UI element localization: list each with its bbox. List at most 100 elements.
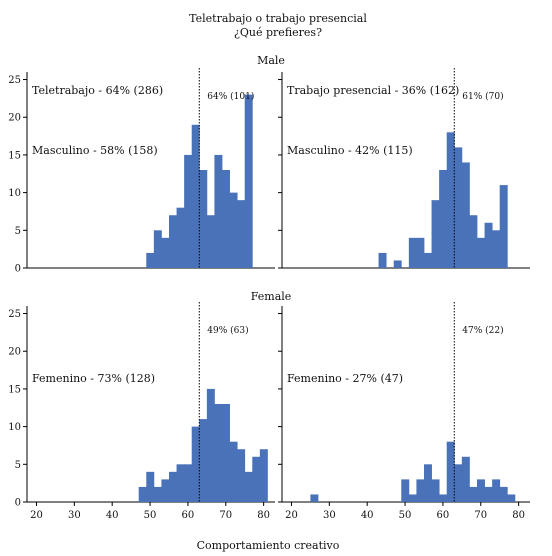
histogram-bar: [446, 132, 455, 268]
histogram-bar: [237, 449, 246, 502]
histogram-bar: [237, 200, 246, 268]
histogram-bar: [146, 471, 155, 502]
histogram-bar: [221, 404, 230, 502]
histogram-bar: [423, 464, 432, 502]
x-tick-label: 40: [361, 510, 374, 521]
subgroup-share-label: Femenino - 73% (128): [32, 372, 155, 385]
x-tick-label: 50: [399, 510, 412, 521]
histogram-panel-3: 20 30 40 50 60 70 80 47% (22) Femenino - 27% (47…: [278, 302, 530, 521]
histogram-bar: [378, 252, 387, 268]
histogram-bar: [439, 494, 448, 502]
histogram-bar: [423, 252, 432, 268]
histogram-bar: [492, 479, 501, 502]
histogram-bar: [229, 441, 238, 502]
histogram-bar: [408, 494, 417, 502]
x-axis-label: Comportamiento creativo: [197, 539, 340, 552]
histogram-bar: [214, 404, 223, 502]
histogram-bar: [221, 170, 230, 268]
histogram-bar: [191, 426, 200, 502]
y-tick-label: 15: [8, 150, 21, 161]
x-tick-label: 60: [182, 510, 195, 521]
histogram-bar: [176, 464, 185, 502]
histogram-bar: [310, 494, 319, 502]
subgroup-share-label: Femenino - 27% (47): [287, 372, 403, 385]
reference-line-label: 47% (22): [462, 325, 503, 336]
histogram-bar: [146, 252, 155, 268]
reference-line-label: 49% (63): [207, 325, 248, 336]
x-tick-label: 80: [257, 510, 270, 521]
histogram-bar: [168, 215, 177, 268]
histogram-bar: [492, 230, 501, 268]
subgroup-share-label: Masculino - 58% (158): [32, 144, 158, 157]
x-tick-label: 70: [474, 510, 487, 521]
histogram-bar: [499, 486, 508, 502]
x-tick-label: 50: [144, 510, 157, 521]
y-tick-label: 15: [8, 384, 21, 395]
histogram-bar: [252, 456, 261, 502]
y-tick-label: 10: [8, 422, 21, 433]
histogram-bar: [401, 479, 410, 502]
histogram-bar: [206, 215, 215, 268]
histogram-bar: [168, 471, 177, 502]
group-share-label: Trabajo presencial - 36% (162): [287, 84, 459, 97]
x-tick-label: 60: [437, 510, 450, 521]
group-share-label: Teletrabajo - 64% (286): [32, 84, 163, 97]
histogram-bar: [469, 215, 478, 268]
histogram-bar: [244, 471, 253, 502]
x-tick-label: 20: [285, 510, 298, 521]
histogram-bar: [431, 479, 440, 502]
histogram-bar: [184, 154, 193, 268]
x-tick-label: 80: [512, 510, 525, 521]
histogram-bar: [229, 192, 238, 268]
facet-row-label-female: Female: [251, 290, 292, 303]
histogram-bar: [484, 222, 493, 268]
chart-title-line-1: Teletrabajo o trabajo presencial: [189, 12, 367, 25]
histogram-bar: [153, 486, 162, 502]
y-tick-label: 5: [15, 226, 21, 237]
y-tick-label: 25: [8, 309, 21, 320]
y-tick-label: 5: [15, 460, 21, 471]
histogram-bar: [454, 147, 463, 268]
histogram-bar: [138, 486, 147, 502]
x-tick-label: 70: [219, 510, 232, 521]
y-tick-label: 0: [15, 264, 21, 275]
histogram-panel-2: 0 5 10 15 20 25 20 30 40 50 60 70 80 49% (63) Femenino…: [8, 302, 275, 521]
x-tick-label: 30: [68, 510, 81, 521]
reference-line-label: 61% (70): [462, 91, 503, 102]
histogram-bar: [484, 486, 493, 502]
histogram-bar: [469, 486, 478, 502]
chart-title-line-2: ¿Qué prefieres?: [234, 26, 322, 39]
histogram-bar: [161, 237, 170, 268]
x-tick-label: 30: [323, 510, 336, 521]
histogram-bar: [499, 185, 508, 268]
histogram-bar: [259, 449, 268, 502]
histogram-bar: [446, 441, 455, 502]
histogram-bar: [161, 479, 170, 502]
x-tick-label: 20: [30, 510, 43, 521]
histogram-bar: [461, 456, 470, 502]
histogram-bar: [199, 170, 208, 268]
x-tick-label: 40: [106, 510, 119, 521]
reference-line-label: 64% (101): [207, 91, 254, 102]
histogram-bar: [507, 494, 516, 502]
histogram-bar: [176, 207, 185, 268]
histogram-bar: [416, 479, 425, 502]
histogram-panel-0: 0 5 10 15 20 25 64% (101) Teletrabajo - 64% (28…: [8, 68, 275, 275]
histogram-bar: [206, 388, 215, 502]
histogram-bar: [214, 154, 223, 268]
y-tick-label: 25: [8, 75, 21, 86]
histogram-bar: [393, 260, 402, 268]
y-tick-label: 20: [8, 113, 21, 124]
histogram-bar: [416, 237, 425, 268]
y-tick-label: 0: [15, 498, 21, 509]
histogram-bar: [408, 237, 417, 268]
histogram-bar: [184, 464, 193, 502]
subgroup-share-label: Masculino - 42% (115): [287, 144, 413, 157]
y-tick-label: 20: [8, 347, 21, 358]
facet-row-label-male: Male: [257, 54, 285, 67]
histogram-bar: [454, 464, 463, 502]
histogram-bar: [461, 162, 470, 268]
histogram-bar: [431, 200, 440, 268]
histogram-panel-1: 61% (70)Trabajo presencial - 36% (162) Ma…: [278, 68, 530, 269]
